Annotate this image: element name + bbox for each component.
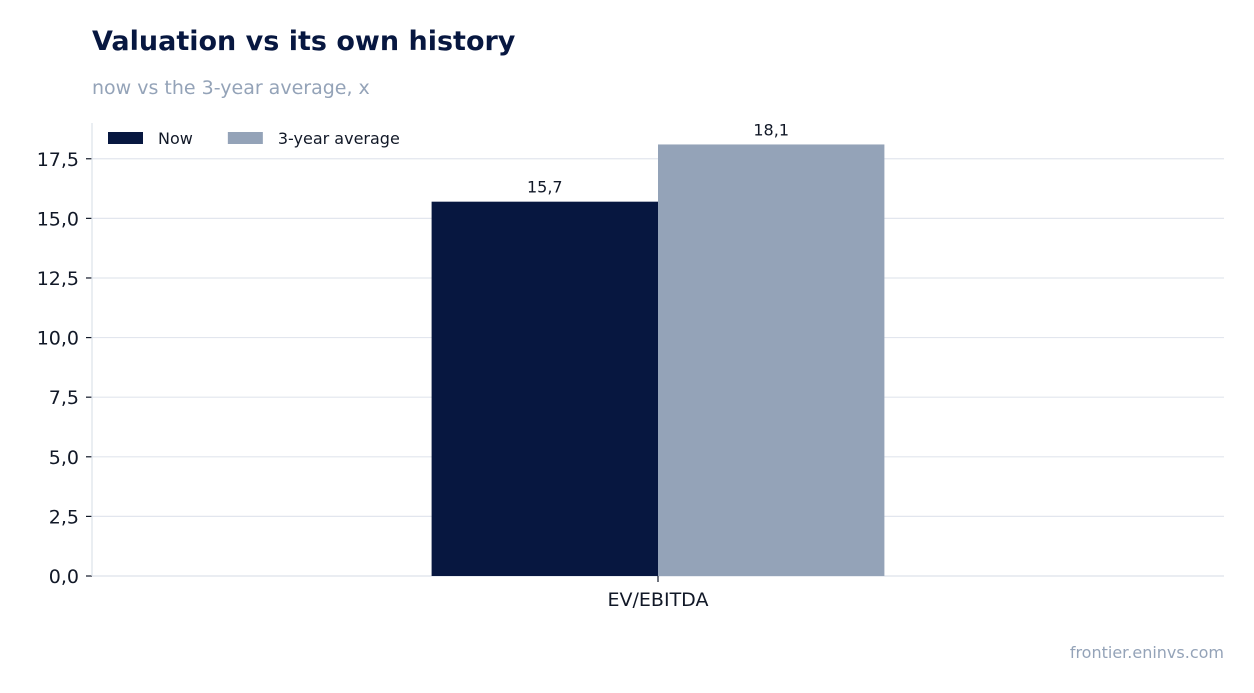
x-tick-label: EV/EBITDA xyxy=(608,589,709,611)
y-tick-label: 17,5 xyxy=(37,149,79,171)
chart-title: Valuation vs its own history xyxy=(92,26,516,57)
source-note: frontier.eninvs.com xyxy=(1069,643,1224,662)
axes: 0,0 2,5 5,0 7,5 10,0 12,5 15,0 17,5 EV/EBITDA xyxy=(37,123,1224,611)
y-tick-label: 12,5 xyxy=(37,268,79,290)
y-tick-label: 5,0 xyxy=(49,447,79,469)
data-labels: 15,7 18,1 xyxy=(527,120,789,196)
y-tick-label: 0,0 xyxy=(49,566,79,588)
legend-swatch xyxy=(108,132,143,144)
data-label: 15,7 xyxy=(527,178,563,197)
y-tick-label: 10,0 xyxy=(37,328,79,350)
legend-label: 3-year average xyxy=(278,129,400,148)
legend-label: Now xyxy=(158,129,193,148)
legend: Now 3-year average xyxy=(108,129,400,148)
data-label: 18,1 xyxy=(753,120,789,139)
bar-3-year-average xyxy=(658,144,885,577)
bars xyxy=(431,144,885,577)
chart-subtitle: now vs the 3-year average, x xyxy=(92,77,370,99)
bar-now xyxy=(431,201,658,576)
y-tick-label: 2,5 xyxy=(49,506,79,528)
y-tick-label: 15,0 xyxy=(37,208,79,230)
legend-swatch xyxy=(227,132,263,144)
y-tick-label: 7,5 xyxy=(49,387,79,409)
